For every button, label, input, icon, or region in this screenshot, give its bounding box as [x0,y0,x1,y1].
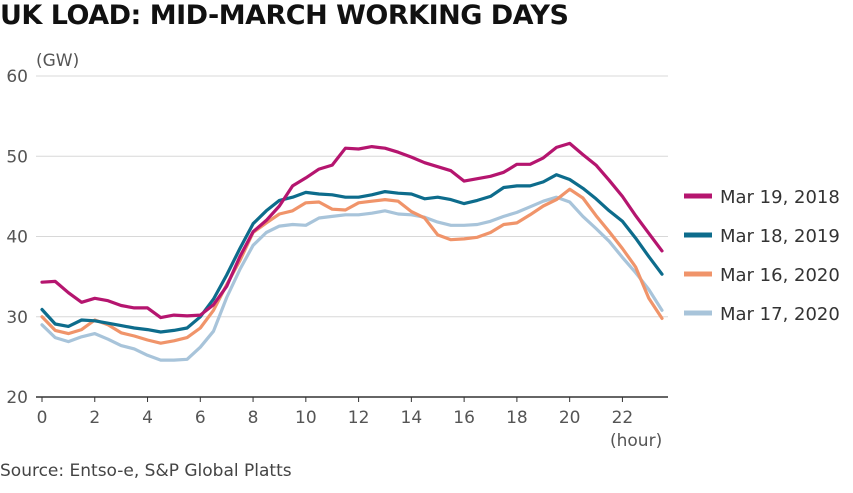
y-tick-label: 50 [6,147,28,167]
x-tick-label: 20 [559,408,581,428]
x-tick-label: 0 [37,408,48,428]
series-line-1 [40,141,664,320]
x-tick-label: 10 [295,408,317,428]
legend-label: Mar 19, 2018 [720,187,840,208]
y-tick-label: 20 [6,388,28,408]
x-tick-label: 22 [612,408,634,428]
x-tick-label: 2 [89,408,100,428]
x-tick-label: 14 [401,408,423,428]
line-chart: 20 30 40 50 60 0 2 4 6 8 10 12 14 16 18 20 22 (GW) (hou… [6,51,840,451]
x-tick-label: 18 [506,408,528,428]
gridlines [36,75,668,398]
x-axis-label: (hour) [610,431,662,451]
series-line-2 [40,173,664,334]
x-axis-ticks: 0 2 4 6 8 10 12 14 16 18 20 22 [37,397,634,428]
y-tick-label: 40 [6,228,28,248]
y-axis-ticks: 20 30 40 50 60 [6,67,28,408]
x-tick-label: 4 [142,408,153,428]
x-tick-label: 12 [348,408,370,428]
legend: Mar 19, 2018 Mar 18, 2019 Mar 16, 2020 Mar … [684,187,840,325]
y-axis-label: (GW) [36,51,79,71]
series-line-3 [40,187,664,345]
series-lines [40,141,664,362]
chart-title: UK LOAD: MID-MARCH WORKING DAYS [0,0,569,31]
x-tick-label: 6 [195,408,206,428]
y-tick-label: 30 [6,308,28,328]
x-tick-label: 8 [248,408,259,428]
legend-label: Mar 18, 2019 [720,226,840,247]
legend-label: Mar 16, 2020 [720,265,840,286]
source-note: Source: Entso-e, S&P Global Platts [0,461,292,481]
legend-label: Mar 17, 2020 [720,304,840,325]
y-tick-label: 60 [6,67,28,87]
x-tick-label: 16 [453,408,475,428]
